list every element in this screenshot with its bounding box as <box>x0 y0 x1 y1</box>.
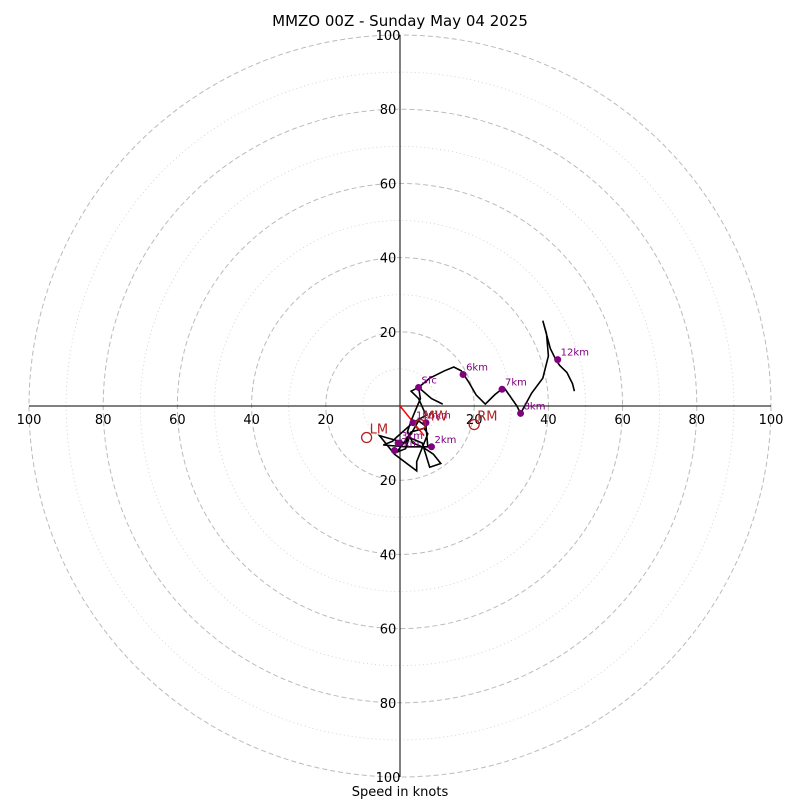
height-point-1km <box>409 419 417 427</box>
height-point-2km <box>428 443 436 451</box>
storm-motion-markers: LM MW RM <box>360 410 497 444</box>
x-tick-label: 40 <box>540 413 557 428</box>
chart-title: MMZO 00Z - Sunday May 04 2025 <box>272 12 528 30</box>
storm-motion-label-LM: LM <box>370 423 388 438</box>
height-point-7km <box>498 385 506 393</box>
height-point-6km <box>459 370 467 378</box>
x-tick-label: 40 <box>243 413 260 428</box>
y-tick-label: 100 <box>376 29 401 44</box>
height-label-2km: 2km <box>435 435 457 446</box>
y-tick-label: 20 <box>380 474 397 489</box>
storm-motion-label-RM: RM <box>477 410 497 425</box>
y-tick-label: 80 <box>380 103 397 118</box>
x-tick-label: 20 <box>466 413 483 428</box>
storm-motion-MW <box>414 418 427 431</box>
wind-trace-line <box>377 320 576 473</box>
x-tick-label: 100 <box>17 413 42 428</box>
y-tick-label: 40 <box>380 548 397 563</box>
height-label-12km: 12km <box>561 348 589 359</box>
storm-motion-RM <box>468 418 480 431</box>
x-tick-label: 80 <box>95 413 112 428</box>
x-tick-label: 60 <box>169 413 186 428</box>
height-label-7km: 7km <box>505 377 527 388</box>
height-point-Sfc <box>415 383 423 391</box>
storm-motion-label-MW: MW <box>423 410 447 425</box>
y-tick-label: 40 <box>380 252 397 267</box>
height-point-3km <box>394 439 402 447</box>
height-label-4km: 4km <box>397 439 419 450</box>
y-tick-label: 20 <box>380 326 397 341</box>
height-label-3km: 3km <box>401 431 423 442</box>
x-axis-label: Speed in knots <box>352 785 449 800</box>
height-point-12km <box>554 356 562 364</box>
height-label-1km: 1km <box>416 411 438 422</box>
storm-motion-LM <box>360 431 373 444</box>
y-tick-label: 100 <box>376 771 401 786</box>
height-label-5km: 5km <box>429 411 451 422</box>
height-label-8km: 8km <box>524 401 546 412</box>
x-tick-label: 20 <box>318 413 335 428</box>
tick-labels: 100 100 80 80 60 60 40 40 20 20 20 20 40 40 60 60 80 80 10… <box>17 29 784 786</box>
height-point-4km <box>390 447 398 455</box>
y-tick-label: 80 <box>380 697 397 712</box>
x-tick-label: 60 <box>614 413 631 428</box>
height-label-6km: 6km <box>466 362 488 373</box>
y-tick-label: 60 <box>380 177 397 192</box>
x-tick-label: 80 <box>689 413 706 428</box>
hodograph-trace <box>377 320 576 473</box>
y-tick-label: 60 <box>380 623 397 638</box>
x-tick-label: 100 <box>759 413 784 428</box>
height-point-8km <box>517 409 525 417</box>
height-label-Sfc: Sfc <box>422 375 437 386</box>
